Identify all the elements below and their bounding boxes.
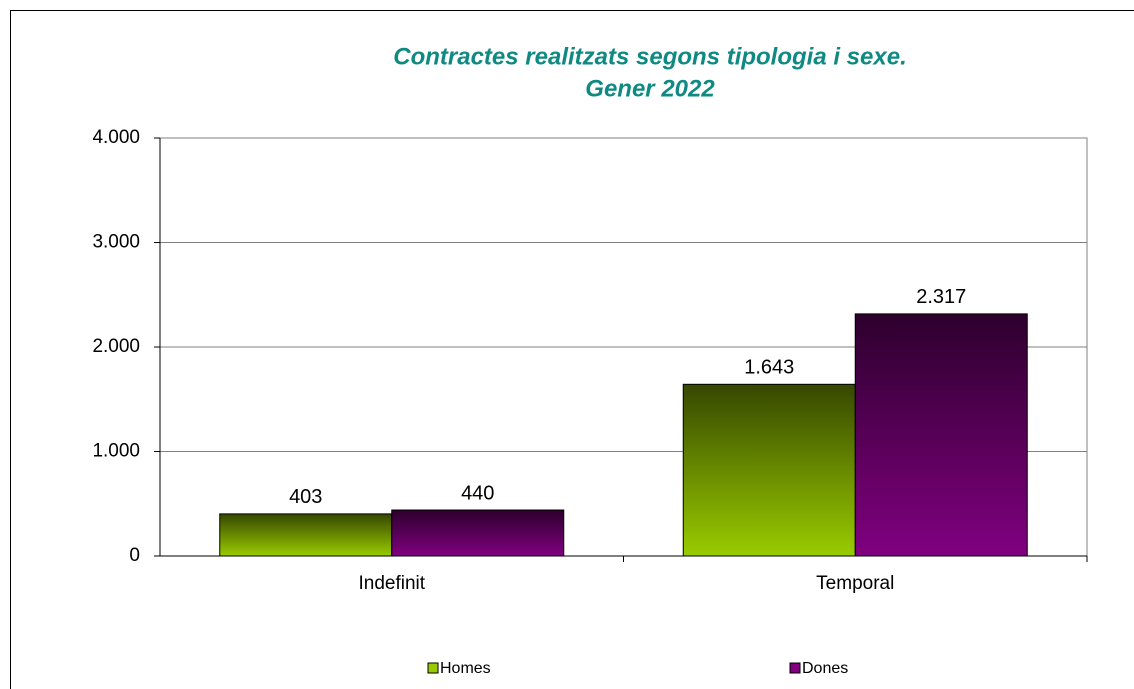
value-label: 1.643 [744,357,794,379]
bar [854,313,1028,557]
bar [682,383,856,557]
legend-label: Dones [802,660,848,677]
legend-label: Homes [440,660,491,677]
y-tick-label: 4.000 [92,127,140,148]
chart-title: Gener 2022 [585,75,715,102]
value-label: 2.317 [916,286,966,308]
chart-title: Contractes realitzats segons tipologia i… [393,43,907,70]
value-label: 403 [289,486,322,508]
y-tick-label: 0 [129,545,140,566]
y-tick-label: 1.000 [92,441,140,462]
legend-swatch [789,662,801,674]
legend-swatch [427,662,439,674]
y-tick-label: 3.000 [92,232,140,253]
y-tick-label: 2.000 [92,336,140,357]
x-tick-label: Indefinit [358,573,425,594]
value-label: 440 [461,482,494,504]
bar [219,513,393,557]
bar [391,509,565,557]
x-tick-label: Temporal [816,573,894,594]
